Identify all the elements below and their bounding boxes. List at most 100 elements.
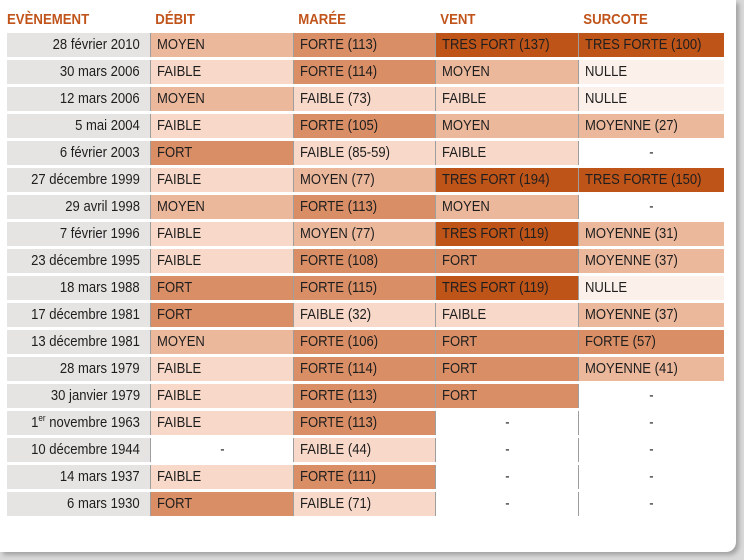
maree-cell: FORTE (113) xyxy=(293,33,435,57)
vent-value: - xyxy=(504,496,510,512)
surcote-value: MOYENNE (37) xyxy=(585,307,678,323)
maree-cell: FAIBLE (32) xyxy=(293,303,435,327)
maree-value: FORTE (113) xyxy=(300,415,378,431)
table-row: 12 mars 2006 MOYEN FAIBLE (73) FAIBLE NULLE xyxy=(7,87,724,111)
maree-value: FAIBLE (44) xyxy=(300,442,372,458)
maree-cell: FORTE (114) xyxy=(293,357,435,381)
surcote-cell: - xyxy=(578,195,724,219)
surcote-value: - xyxy=(649,469,654,485)
vent-value: FAIBLE xyxy=(442,307,487,323)
vent-value: - xyxy=(504,442,510,458)
table-row: 28 février 2010 MOYEN FORTE (113) TRES FORT… xyxy=(7,33,724,57)
debit-value: FAIBLE xyxy=(157,415,202,431)
vent-cell: FAIBLE xyxy=(435,303,578,327)
event-date-cell: 6 mars 1930 xyxy=(7,492,150,516)
debit-value: FAIBLE xyxy=(157,64,202,80)
event-date: 1er novembre 1963 xyxy=(31,413,140,431)
vent-value: - xyxy=(504,469,510,485)
maree-cell: FAIBLE (71) xyxy=(293,492,435,516)
maree-value: FORTE (106) xyxy=(300,334,379,350)
surcote-value: MOYENNE (31) xyxy=(585,226,678,242)
surcote-value: TRES FORTE (150) xyxy=(585,172,702,188)
maree-value: FORTE (113) xyxy=(300,37,378,53)
event-date-cell: 17 décembre 1981 xyxy=(7,303,150,327)
table-row: 14 mars 1937 FAIBLE FORTE (111) - - xyxy=(7,465,724,489)
header-vent: VENT xyxy=(435,9,561,30)
surcote-value: - xyxy=(649,496,654,512)
vent-value: MOYEN xyxy=(442,64,490,80)
event-date-day: 1 xyxy=(31,415,39,431)
debit-cell: FAIBLE xyxy=(150,168,293,192)
vent-value: TRES FORT (119) xyxy=(442,226,549,242)
event-date-cell: 27 décembre 1999 xyxy=(7,168,150,192)
debit-value: FAIBLE xyxy=(157,118,202,134)
maree-value: FORTE (114) xyxy=(300,64,378,80)
event-date-cell: 1er novembre 1963 xyxy=(7,411,150,435)
surcote-cell: FORTE (57) xyxy=(578,330,724,354)
event-date-cell: 30 mars 2006 xyxy=(7,60,150,84)
surcote-value: - xyxy=(649,199,654,215)
maree-cell: FORTE (111) xyxy=(293,465,435,489)
vent-value: FORT xyxy=(442,361,478,377)
vent-value: FORT xyxy=(442,253,478,269)
event-date: 29 avril 1998 xyxy=(65,199,140,215)
vent-cell: FORT xyxy=(435,357,578,381)
maree-cell: FAIBLE (44) xyxy=(293,438,435,462)
vent-value: MOYEN xyxy=(442,118,490,134)
maree-value: FORTE (105) xyxy=(300,118,379,134)
event-date: 18 mars 1988 xyxy=(60,280,140,296)
table-header: EVÈNEMENT DÉBIT MARÉE VENT SURCOTE xyxy=(7,9,724,30)
surcote-cell: - xyxy=(578,465,724,489)
vent-cell: FORT xyxy=(435,249,578,273)
event-date-cell: 6 février 2003 xyxy=(7,141,150,165)
event-date-cell: 12 mars 2006 xyxy=(7,87,150,111)
event-date: 6 février 2003 xyxy=(60,145,140,161)
vent-cell: FAIBLE xyxy=(435,87,578,111)
maree-value: FORTE (108) xyxy=(300,253,379,269)
maree-value: FORTE (111) xyxy=(300,469,377,485)
maree-cell: FORTE (113) xyxy=(293,195,435,219)
debit-cell: FORT xyxy=(150,141,293,165)
event-date: 13 décembre 1981 xyxy=(31,334,140,350)
surcote-value: NULLE xyxy=(585,64,628,80)
vent-value: TRES FORT (137) xyxy=(442,37,550,53)
event-date-ordinal: er xyxy=(38,413,46,424)
event-date-cell: 10 décembre 1944 xyxy=(7,438,150,462)
vent-cell: MOYEN xyxy=(435,114,578,138)
event-date: 28 mars 1979 xyxy=(60,361,140,377)
event-date-cell: 28 mars 1979 xyxy=(7,357,150,381)
event-date: 5 mai 2004 xyxy=(75,118,140,134)
header-evenement: EVÈNEMENT xyxy=(7,9,133,30)
debit-cell: MOYEN xyxy=(150,195,293,219)
vent-cell: - xyxy=(435,411,578,435)
surcote-cell: - xyxy=(578,141,724,165)
debit-cell: FAIBLE xyxy=(150,384,293,408)
header-surcote: SURCOTE xyxy=(578,9,707,30)
debit-value: MOYEN xyxy=(157,199,205,215)
event-date: 12 mars 2006 xyxy=(60,91,140,107)
debit-value: FAIBLE xyxy=(157,361,202,377)
event-date-cell: 28 février 2010 xyxy=(7,33,150,57)
debit-value: MOYEN xyxy=(157,334,205,350)
table-row: 10 décembre 1944 - FAIBLE (44) - - xyxy=(7,438,724,462)
debit-value: FAIBLE xyxy=(157,388,202,404)
surcote-cell: TRES FORTE (150) xyxy=(578,168,724,192)
table-row: 28 mars 1979 FAIBLE FORTE (114) FORT MOYENNE… xyxy=(7,357,724,381)
maree-cell: FORTE (113) xyxy=(293,411,435,435)
debit-cell: FAIBLE xyxy=(150,249,293,273)
table-row: 27 décembre 1999 FAIBLE MOYEN (77) TRES FOR… xyxy=(7,168,724,192)
surcote-cell: MOYENNE (27) xyxy=(578,114,724,138)
table-card: EVÈNEMENT DÉBIT MARÉE VENT SURCOTE 28 fé… xyxy=(0,0,736,552)
header-maree: MARÉE xyxy=(293,9,418,30)
vent-cell: TRES FORT (137) xyxy=(435,33,578,57)
vent-value: TRES FORT (119) xyxy=(442,280,549,296)
maree-cell: FORTE (108) xyxy=(293,249,435,273)
table-body: 28 février 2010 MOYEN FORTE (113) TRES FORT… xyxy=(7,33,724,516)
debit-value: FAIBLE xyxy=(157,172,202,188)
table-row: 7 février 1996 FAIBLE MOYEN (77) TRES FORT … xyxy=(7,222,724,246)
event-date: 28 février 2010 xyxy=(52,37,140,53)
maree-cell: FAIBLE (73) xyxy=(293,87,435,111)
event-date-cell: 23 décembre 1995 xyxy=(7,249,150,273)
surcote-cell: MOYENNE (37) xyxy=(578,249,724,273)
surcote-value: TRES FORTE (100) xyxy=(585,37,702,53)
